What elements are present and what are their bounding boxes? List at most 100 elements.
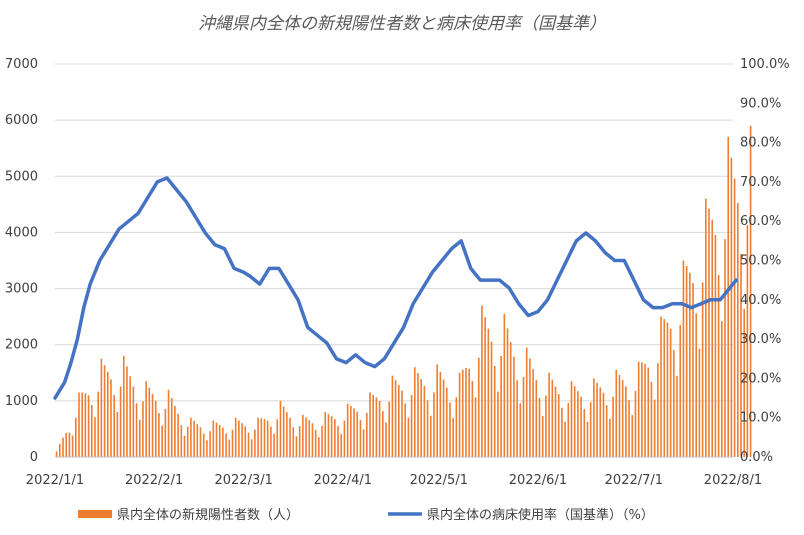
bar-new-cases (513, 356, 515, 457)
bar-new-cases (295, 436, 298, 457)
bar-new-cases (279, 400, 282, 457)
bar-new-cases (286, 412, 288, 457)
bar-new-cases (599, 387, 602, 457)
y-right-tick-label: 100.0% (740, 57, 790, 72)
bar-new-cases (532, 369, 534, 457)
bar-new-cases (260, 418, 263, 457)
bar-new-cases (62, 437, 64, 457)
bar-new-cases (634, 391, 637, 457)
bar-new-cases (429, 415, 432, 457)
x-tick-label: 2022/5/1 (410, 473, 468, 488)
y-left-tick-label: 5000 (5, 169, 38, 184)
bar-new-cases (673, 350, 675, 457)
bar-new-cases (445, 387, 448, 457)
bar-new-cases (238, 420, 240, 457)
bar-new-cases (94, 417, 96, 457)
bar-new-cases (231, 429, 234, 457)
bar-new-cases (81, 392, 83, 457)
y-right-tick-label: 80.0% (740, 136, 781, 151)
bar-new-cases (653, 399, 656, 457)
line-series-bed-usage (53, 176, 738, 400)
bar-new-cases (84, 393, 87, 457)
bar-new-cases (119, 386, 122, 457)
x-tick-label: 2022/3/1 (214, 473, 272, 488)
bar-new-cases (740, 253, 742, 457)
bar-new-cases (679, 325, 682, 457)
bar-new-cases (218, 424, 221, 457)
bar-new-cases (343, 420, 346, 457)
bar-new-cases (292, 427, 295, 457)
y-left-tick-label: 6000 (5, 113, 38, 128)
bar-new-cases (647, 367, 650, 457)
bar-new-cases (538, 398, 541, 457)
bar-new-cases (270, 426, 272, 457)
bar-new-cases (455, 397, 458, 457)
bar-new-cases (318, 437, 320, 457)
bar-new-cases (388, 401, 390, 457)
bar-new-cases (257, 417, 259, 457)
bar-new-cases (497, 391, 499, 457)
bar-new-cases (378, 401, 381, 457)
bar-new-cases (589, 402, 592, 457)
bar-new-cases (676, 375, 678, 457)
bar-new-cases (87, 395, 90, 457)
bar-new-cases (276, 419, 279, 457)
legend-swatch-bar (78, 510, 112, 518)
bar-new-cases (477, 357, 480, 457)
bar-new-cases (199, 427, 202, 457)
bar-new-cases (583, 409, 586, 457)
bar-new-cases (615, 369, 618, 457)
bar-new-cases (657, 363, 659, 457)
y-left-tick-label: 7000 (5, 57, 38, 72)
bar-new-cases (324, 412, 327, 457)
bar-new-cases (391, 375, 394, 457)
y-left-tick-label: 3000 (5, 282, 38, 297)
bar-new-cases (602, 392, 605, 457)
bar-new-cases (244, 426, 247, 457)
bar-new-cases (605, 405, 608, 457)
bar-new-cases (209, 431, 211, 457)
bar-new-cases (503, 313, 506, 457)
bar-new-cases (487, 328, 490, 457)
bar-new-cases (394, 380, 397, 457)
bar-new-cases (410, 394, 413, 457)
line-bed-usage (53, 176, 738, 400)
legend: 県内全体の新規陽性者数（人） 県内全体の病床使用率（国基準）（%） (78, 507, 654, 523)
bar-new-cases (190, 417, 192, 457)
bar-new-cases (644, 363, 646, 457)
bar-new-cases (164, 409, 167, 457)
bar-new-cases (625, 386, 627, 457)
bar-new-cases (196, 423, 199, 457)
bar-new-cases (458, 372, 461, 457)
bar-new-cases (282, 406, 285, 457)
bar-new-cases (228, 439, 231, 457)
bar-new-cases (730, 157, 733, 457)
bar-new-cases (557, 394, 560, 457)
legend-label-line: 県内全体の病床使用率（国基準）（%） (427, 507, 654, 523)
bar-new-cases (660, 316, 662, 457)
bar-new-cases (423, 386, 426, 457)
bar-new-cases (202, 433, 205, 457)
bar-new-cases (733, 178, 736, 457)
bar-new-cases (404, 403, 406, 457)
bar-new-cases (685, 266, 688, 457)
bar-new-cases (97, 391, 99, 457)
bar-new-cases (59, 443, 61, 457)
bar-new-cases (353, 408, 355, 457)
bar-new-cases (103, 365, 106, 457)
bar-new-cases (186, 426, 189, 457)
bar-new-cases (215, 422, 218, 457)
bar-new-cases (174, 405, 176, 457)
bar-new-cases (241, 423, 243, 457)
bar-new-cases (746, 225, 749, 457)
bar-new-cases (593, 378, 595, 457)
bar-new-cases (650, 381, 653, 457)
bar-new-cases (212, 420, 215, 457)
bar-new-cases (346, 403, 349, 457)
bar-new-cases (334, 419, 336, 457)
bar-new-cases (698, 348, 701, 457)
bar-new-cases (161, 425, 163, 457)
x-tick-label: 2022/2/1 (125, 473, 183, 488)
legend-label-bar: 県内全体の新規陽性者数（人） (117, 507, 299, 523)
